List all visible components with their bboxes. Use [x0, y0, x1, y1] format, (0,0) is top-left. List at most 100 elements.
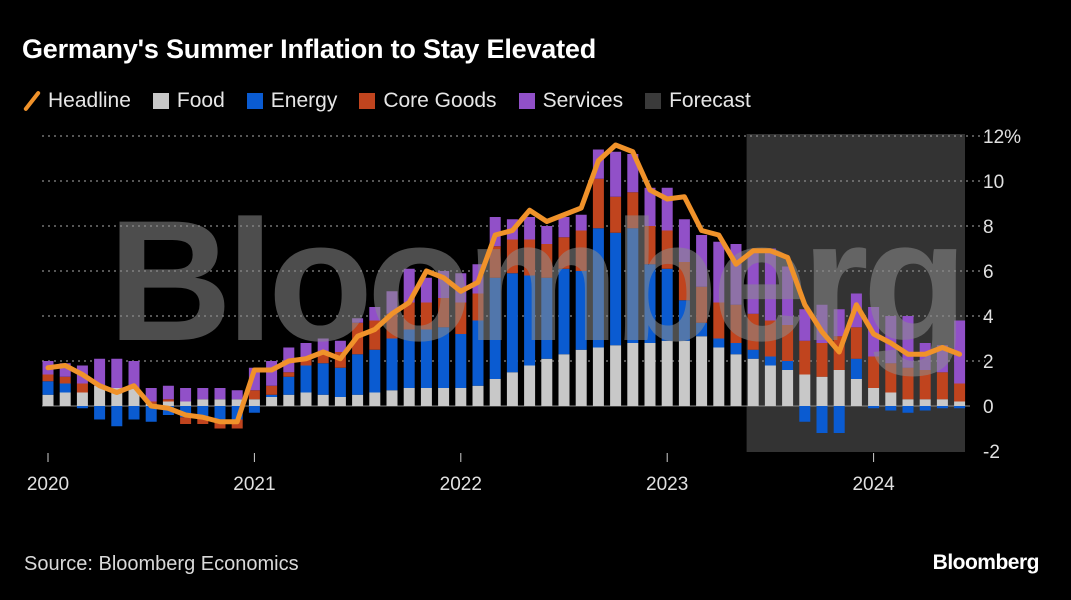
bar-segment-services — [558, 217, 570, 238]
bar-segment-core-goods — [420, 302, 432, 330]
bar-segment-services — [455, 273, 467, 303]
bar-segment-core-goods — [541, 244, 553, 278]
y-tick-label: 4 — [983, 307, 994, 328]
core-goods-swatch-icon — [359, 93, 376, 109]
x-tick-label: 2024 — [852, 474, 895, 495]
bar-segment-energy — [266, 394, 278, 397]
bar-segment-food — [489, 379, 501, 406]
legend: Headline Food Energy Core Goods Services… — [22, 89, 773, 113]
bar-segment-food — [403, 388, 415, 406]
bar-segment-core-goods — [162, 399, 174, 402]
bar-segment-food — [816, 376, 828, 406]
bar-segment-core-goods — [850, 327, 862, 359]
bar-segment-food — [696, 336, 708, 406]
bar-segment-services — [764, 248, 776, 321]
bar-segment-food — [231, 399, 243, 406]
bar-segment-food — [541, 358, 553, 406]
legend-item-headline: Headline — [22, 89, 131, 113]
bar-segment-food — [94, 385, 106, 406]
bar-segment-energy — [954, 406, 966, 409]
bar-segment-energy — [644, 264, 656, 343]
bar-segment-food — [782, 370, 794, 406]
bar-segment-core-goods — [489, 246, 501, 278]
bar-segment-services — [644, 187, 656, 226]
bar-segment-energy — [868, 406, 880, 409]
bar-segment-core-goods — [455, 302, 467, 334]
bar-segment-food — [59, 392, 71, 406]
bar-segment-services — [833, 309, 845, 337]
bar-segment-food — [713, 347, 725, 406]
bar-segment-core-goods — [799, 340, 811, 375]
legend-item-energy: Energy — [246, 89, 338, 113]
bar-segment-energy — [747, 349, 759, 359]
bar-segment-food — [438, 388, 450, 406]
bar-segment-services — [145, 388, 157, 402]
bar-segment-energy — [42, 381, 54, 395]
bar-segment-energy — [248, 406, 260, 413]
bar-segment-energy — [575, 271, 587, 350]
bar-segment-core-goods — [506, 239, 518, 274]
y-tick-label: 12% — [983, 127, 1021, 148]
bar-segment-energy — [816, 406, 828, 433]
bar-segment-food — [575, 349, 587, 406]
bar-segment-services — [420, 277, 432, 303]
bar-segment-energy — [764, 356, 776, 366]
bar-segment-food — [197, 399, 209, 406]
bar-segment-food — [180, 401, 192, 406]
bar-segment-services — [59, 363, 71, 377]
legend-label-food: Food — [176, 89, 225, 112]
bar-segment-energy — [661, 268, 673, 341]
bar-segment-services — [317, 338, 329, 355]
bar-segment-food — [610, 345, 622, 406]
bar-segment-energy — [145, 406, 157, 422]
bar-segment-food — [369, 392, 381, 406]
legend-label-energy: Energy — [270, 89, 338, 112]
bar-segment-energy — [283, 376, 295, 395]
bar-segment-services — [489, 217, 501, 247]
bar-segment-energy — [420, 329, 432, 388]
bar-segment-food — [730, 354, 742, 406]
bar-segment-energy — [403, 329, 415, 388]
bar-segment-energy — [696, 322, 708, 337]
bar-segment-core-goods — [954, 383, 966, 402]
bar-segment-core-goods — [266, 385, 278, 395]
bar-segment-energy — [627, 228, 639, 343]
bar-segment-energy — [678, 300, 690, 341]
bar-segment-services — [575, 214, 587, 231]
bar-segment-core-goods — [76, 383, 88, 393]
bar-segment-energy — [541, 277, 553, 359]
bar-segment-core-goods — [317, 354, 329, 364]
bar-segment-food — [592, 347, 604, 406]
bar-segment-services — [678, 219, 690, 262]
services-swatch-icon — [518, 93, 535, 109]
bar-segment-services — [266, 361, 278, 386]
bar-segment-core-goods — [902, 367, 914, 400]
bar-segment-core-goods — [919, 370, 931, 400]
bar-segment-services — [231, 390, 243, 400]
bar-segment-energy — [919, 406, 931, 411]
bar-segment-core-goods — [868, 356, 880, 388]
bar-segment-energy — [317, 363, 329, 395]
bar-segment-services — [782, 266, 794, 325]
bar-segment-food — [627, 343, 639, 406]
bar-segment-energy — [524, 275, 536, 366]
bar-segment-core-goods — [403, 302, 415, 330]
bar-segment-core-goods — [369, 320, 381, 350]
bar-segment-energy — [180, 406, 192, 418]
legend-item-services: Services — [518, 89, 623, 113]
bar-segment-services — [541, 226, 553, 244]
bar-segment-core-goods — [627, 192, 639, 229]
bar-segment-food — [764, 365, 776, 406]
bar-segment-core-goods — [558, 237, 570, 269]
bar-segment-core-goods — [300, 358, 312, 366]
bar-segment-core-goods — [59, 376, 71, 384]
bar-segment-energy — [111, 406, 123, 427]
chart-title: Germany's Summer Inflation to Stay Eleva… — [22, 34, 596, 64]
source-note: Source: Bloomberg Economics — [24, 553, 299, 575]
bar-segment-core-goods — [610, 196, 622, 233]
headline-line — [45, 142, 963, 425]
energy-swatch-icon — [246, 93, 263, 109]
legend-item-food: Food — [152, 89, 225, 113]
bar-segment-food — [248, 399, 260, 406]
bar-segment-energy — [558, 268, 570, 355]
